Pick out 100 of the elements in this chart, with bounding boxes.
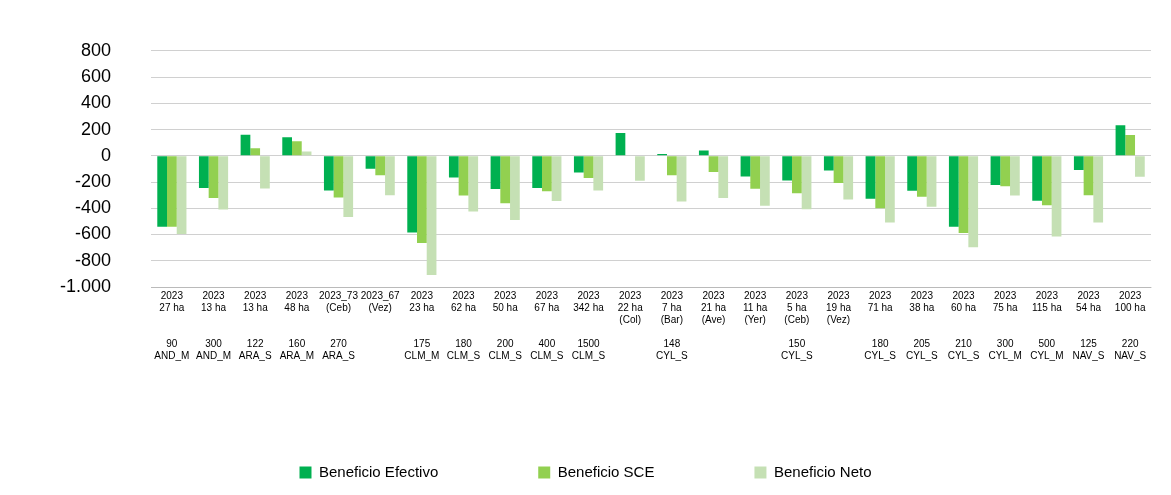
y-tick-label: -400 bbox=[75, 197, 112, 218]
bar bbox=[573, 156, 584, 173]
bar bbox=[301, 151, 312, 156]
bar bbox=[510, 156, 520, 221]
bar bbox=[1125, 134, 1136, 156]
category-label: 2023 5 ha (Ceb) 150 CYL_S bbox=[781, 289, 813, 361]
bar bbox=[1000, 156, 1011, 187]
category-label: 2023_73 (Ceb) 270 ARA_S bbox=[319, 289, 358, 361]
bar bbox=[865, 156, 876, 199]
bar bbox=[583, 156, 594, 178]
bar bbox=[490, 156, 501, 190]
x-tick-label: 2023 19 ha (Vez) bbox=[826, 289, 852, 325]
bar bbox=[833, 156, 844, 184]
bar bbox=[968, 156, 979, 248]
bar bbox=[500, 156, 511, 204]
bar bbox=[885, 156, 895, 223]
bar bbox=[823, 156, 834, 171]
x-tick-label: 2023 11 ha (Yer) bbox=[743, 289, 768, 325]
bar bbox=[375, 156, 386, 176]
category-label: 2023 67 ha 400 CLM_S bbox=[530, 289, 564, 361]
bar bbox=[343, 156, 354, 218]
category-label: 2023 48 ha 160 ARA_M bbox=[279, 289, 315, 361]
x-tick-label: 2023_67 (Vez) bbox=[360, 289, 401, 313]
category-label: 2023 54 ha 125 NAV_S bbox=[1072, 289, 1105, 361]
bar bbox=[532, 156, 542, 189]
bar bbox=[948, 156, 959, 227]
bar bbox=[292, 141, 302, 156]
category-label: 2023 62 ha 180 CLM_S bbox=[446, 289, 481, 361]
y-tick-label: -600 bbox=[75, 223, 112, 244]
y-tick-label: 0 bbox=[101, 144, 112, 165]
bar bbox=[666, 156, 677, 176]
bar bbox=[791, 156, 802, 194]
bar bbox=[593, 156, 604, 191]
bar bbox=[958, 156, 969, 233]
bar bbox=[916, 156, 927, 197]
bar bbox=[426, 156, 437, 275]
bar bbox=[676, 156, 687, 202]
bar bbox=[365, 156, 376, 169]
bar bbox=[990, 156, 1001, 186]
bar bbox=[740, 156, 751, 177]
category-label: 2023 23 ha 175 CLM_M bbox=[404, 289, 440, 361]
y-tick-label: -800 bbox=[75, 249, 112, 270]
legend-label: Beneficio SCE bbox=[557, 462, 655, 480]
bar bbox=[843, 156, 854, 200]
bar bbox=[926, 156, 937, 207]
category-label: 2023 71 ha 180 CYL_S bbox=[864, 289, 897, 361]
bar bbox=[1010, 156, 1020, 196]
y-tick-label: 200 bbox=[80, 118, 112, 139]
bar bbox=[176, 156, 187, 234]
category-label: 2023 50 ha 200 CLM_S bbox=[488, 289, 522, 361]
bar bbox=[417, 156, 427, 244]
bar bbox=[250, 148, 261, 156]
category-label: 2023 342 ha 1500 CLM_S bbox=[571, 289, 606, 361]
bar bbox=[323, 156, 334, 191]
bar bbox=[801, 156, 812, 210]
x-tick-label: 2023 22 ha (Col) bbox=[617, 289, 644, 325]
category-label: 2023 75 ha 300 CYL_M bbox=[988, 289, 1022, 361]
bar bbox=[208, 156, 219, 198]
bar bbox=[240, 134, 251, 156]
bar bbox=[635, 156, 645, 181]
category-label: 2023 60 ha 210 CYL_S bbox=[947, 289, 980, 361]
bar bbox=[218, 156, 229, 210]
bar bbox=[615, 133, 626, 156]
y-tick-label: -1.000 bbox=[59, 275, 112, 296]
y-tick-label: 600 bbox=[80, 66, 112, 87]
bar bbox=[458, 156, 469, 196]
category-label: 2023 7 ha (Bar) 148 CYL_S bbox=[656, 289, 688, 361]
bar bbox=[385, 156, 395, 196]
bar bbox=[551, 156, 562, 201]
bar bbox=[282, 137, 293, 156]
bar bbox=[875, 156, 886, 209]
bar bbox=[1041, 156, 1052, 206]
y-tick-label: -200 bbox=[75, 170, 112, 191]
bar bbox=[407, 156, 417, 233]
y-tick-label: 400 bbox=[80, 92, 112, 113]
bar bbox=[1032, 156, 1042, 201]
bar bbox=[718, 156, 729, 199]
legend-label: Beneficio Efectivo bbox=[319, 462, 439, 480]
bar bbox=[1115, 125, 1126, 156]
legend-label: Beneficio Neto bbox=[773, 462, 872, 480]
bar bbox=[1073, 156, 1084, 171]
bar bbox=[782, 156, 792, 181]
bar bbox=[760, 156, 770, 206]
category-label: 2023 13 ha 122 ARA_S bbox=[238, 289, 272, 361]
bar bbox=[260, 156, 270, 189]
bar bbox=[167, 156, 177, 227]
bar bbox=[708, 156, 719, 173]
category-label: 2023 115 ha 500 CYL_M bbox=[1030, 289, 1064, 361]
bar bbox=[333, 156, 344, 198]
bar bbox=[750, 156, 761, 189]
bar bbox=[1083, 156, 1094, 196]
bar bbox=[157, 156, 168, 227]
bar bbox=[542, 156, 552, 192]
bar bbox=[907, 156, 917, 191]
bar bbox=[1093, 156, 1104, 223]
bar bbox=[448, 156, 459, 178]
category-label: 2023 27 ha 90 AND_M bbox=[154, 289, 190, 361]
bar bbox=[198, 156, 209, 189]
x-tick-label: 2023 21 ha (Ave) bbox=[701, 289, 727, 325]
bar bbox=[468, 156, 479, 212]
